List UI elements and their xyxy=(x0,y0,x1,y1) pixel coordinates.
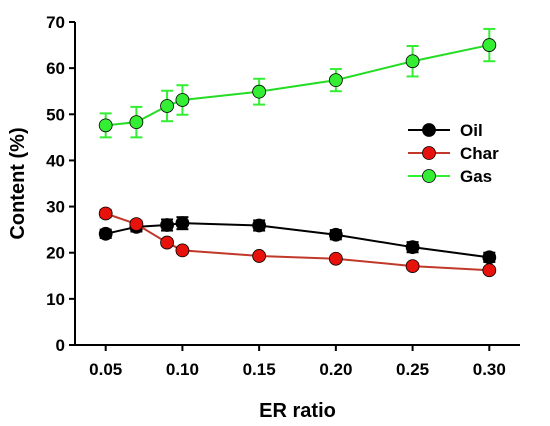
data-point-gas xyxy=(482,38,497,52)
data-point-oil xyxy=(482,250,497,265)
data-point-gas xyxy=(252,84,267,99)
y-tick-label: 60 xyxy=(46,59,65,78)
data-point-gas xyxy=(175,93,190,107)
data-point-oil xyxy=(252,218,267,233)
data-point-oil xyxy=(175,216,190,231)
data-point-char xyxy=(252,249,267,263)
legend-label-char: Char xyxy=(460,144,499,163)
data-point-oil xyxy=(160,218,174,232)
data-point-gas xyxy=(328,73,343,88)
x-axis-label: ER ratio xyxy=(259,400,336,422)
series-line-gas xyxy=(105,44,490,127)
legend-marker-oil xyxy=(422,123,436,137)
legend-marker-char xyxy=(422,146,436,160)
x-tick-label: 0.20 xyxy=(319,360,352,379)
x-tick-label: 0.10 xyxy=(166,360,199,379)
y-tick-label: 30 xyxy=(46,198,65,217)
series-gas xyxy=(98,27,497,139)
data-point-char xyxy=(482,263,497,278)
data-point-oil xyxy=(328,227,343,242)
data-point-char xyxy=(129,217,144,232)
y-tick-label: 50 xyxy=(46,105,65,124)
x-tick-label: 0.15 xyxy=(243,360,276,379)
data-point-char xyxy=(160,235,174,250)
y-axis-label: Content (%) xyxy=(7,127,29,239)
axes: 0 10 20 30 40 50 60 70 0.05 0.10 0.15 0.20 0.25 0.30 xyxy=(46,13,520,379)
data-point-gas xyxy=(98,118,113,133)
data-point-char xyxy=(98,206,113,221)
data-point-char xyxy=(175,243,190,258)
y-tick-label: 0 xyxy=(56,336,65,355)
series-layer xyxy=(98,27,497,278)
data-point-oil xyxy=(405,240,420,255)
series-char xyxy=(98,206,497,278)
legend: Oil Char Gas xyxy=(408,121,499,186)
y-tick-label: 40 xyxy=(46,151,65,170)
x-tick-label: 0.30 xyxy=(473,360,506,379)
data-point-char xyxy=(405,259,420,273)
legend-label-gas: Gas xyxy=(460,167,492,186)
y-tick-label: 10 xyxy=(46,290,65,309)
data-point-gas xyxy=(160,99,174,113)
data-point-char xyxy=(328,251,343,266)
data-point-gas xyxy=(405,54,420,69)
data-point-oil xyxy=(98,226,113,241)
x-tick-label: 0.05 xyxy=(89,360,122,379)
y-tick-label: 70 xyxy=(46,13,65,32)
legend-marker-gas xyxy=(422,169,436,183)
data-point-gas xyxy=(129,115,144,130)
y-tick-label: 20 xyxy=(46,244,65,263)
x-tick-label: 0.25 xyxy=(396,360,429,379)
legend-label-oil: Oil xyxy=(460,121,483,140)
